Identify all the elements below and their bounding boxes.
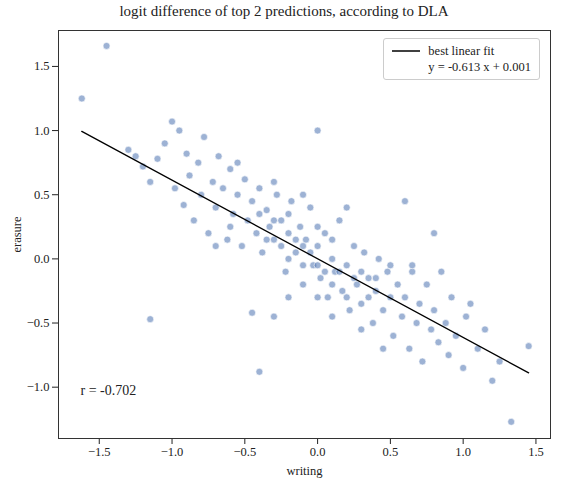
svg-text:−1.0: −1.0 (161, 445, 184, 459)
svg-text:0.0: 0.0 (310, 445, 326, 459)
svg-text:erasure: erasure (10, 216, 24, 253)
svg-text:1.0: 1.0 (455, 445, 471, 459)
svg-text:−0.5: −0.5 (233, 445, 256, 459)
svg-text:0.5: 0.5 (383, 445, 399, 459)
svg-text:0.5: 0.5 (34, 188, 50, 202)
svg-text:−0.5: −0.5 (27, 316, 50, 330)
svg-text:r = -0.702: r = -0.702 (81, 383, 137, 398)
html-text:y = -0.613 x + 0.001: y = -0.613 x + 0.001 (428, 60, 531, 74)
svg-text:1.5: 1.5 (528, 445, 544, 459)
svg-text:0.0: 0.0 (34, 252, 50, 266)
svg-text:−1.0: −1.0 (27, 380, 50, 394)
html-text:logit difference of top 2 pred: logit difference of top 2 predictions, a… (119, 3, 449, 19)
svg-text:1.0: 1.0 (34, 124, 50, 138)
svg-text:−1.5: −1.5 (88, 445, 111, 459)
html-text:best linear fit: best linear fit (428, 44, 495, 58)
svg-text:1.5: 1.5 (34, 59, 50, 73)
svg-text:writing: writing (286, 464, 323, 478)
